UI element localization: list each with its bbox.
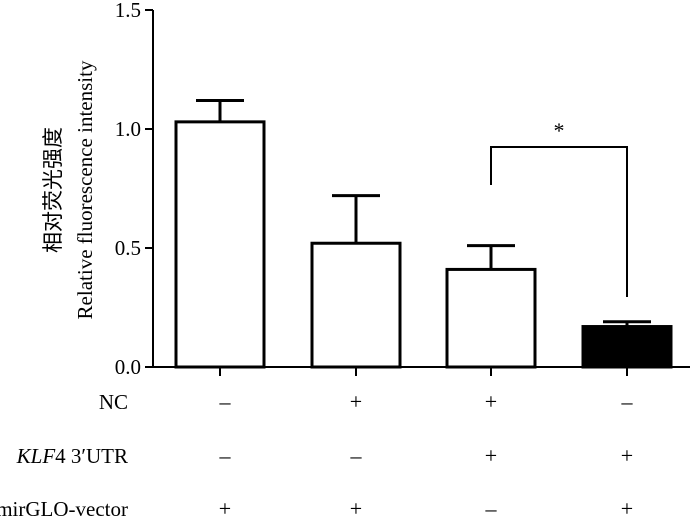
condition-label-italic: KLF xyxy=(16,444,56,468)
condition-mark: + xyxy=(485,389,497,414)
bar-3 xyxy=(445,267,537,369)
condition-table: NC – + + – KLF4 3′UTR – – + + pmirGLO-vector + + – + xyxy=(0,389,634,521)
condition-mark: – xyxy=(350,443,363,468)
y-axis-title-cn: 相对荧光强度 xyxy=(41,127,65,253)
condition-mark: + xyxy=(350,496,362,521)
y-axis-title: 相对荧光强度 Relative fluorescence intensity xyxy=(41,60,97,319)
condition-mark: – xyxy=(621,389,634,414)
bar-1 xyxy=(174,120,266,369)
significance-label: * xyxy=(554,118,565,143)
condition-label: pmirGLO-vector xyxy=(0,497,128,521)
condition-mark: – xyxy=(219,389,232,414)
condition-mark: + xyxy=(621,443,633,468)
y-tick-label: 1.0 xyxy=(115,117,141,141)
bar-4 xyxy=(581,325,673,369)
condition-mark: – xyxy=(485,496,498,521)
significance-bracket xyxy=(490,146,628,297)
condition-mark: – xyxy=(219,443,232,468)
condition-mark: + xyxy=(621,496,633,521)
bar-2 xyxy=(310,241,402,369)
condition-label-suffix: 4 3′UTR xyxy=(55,444,128,468)
plot-area: 0.0 0.5 1.0 1.5 * xyxy=(115,0,690,379)
condition-mark: + xyxy=(485,443,497,468)
y-tick-label: 1.5 xyxy=(115,0,141,22)
y-tick-label: 0.5 xyxy=(115,236,141,260)
condition-label: NC xyxy=(99,390,128,414)
y-axis-title-en: Relative fluorescence intensity xyxy=(73,60,97,319)
condition-label: KLF4 3′UTR xyxy=(16,444,128,468)
condition-mark: + xyxy=(350,389,362,414)
y-tick-label: 0.0 xyxy=(115,355,141,379)
condition-mark: + xyxy=(219,496,231,521)
